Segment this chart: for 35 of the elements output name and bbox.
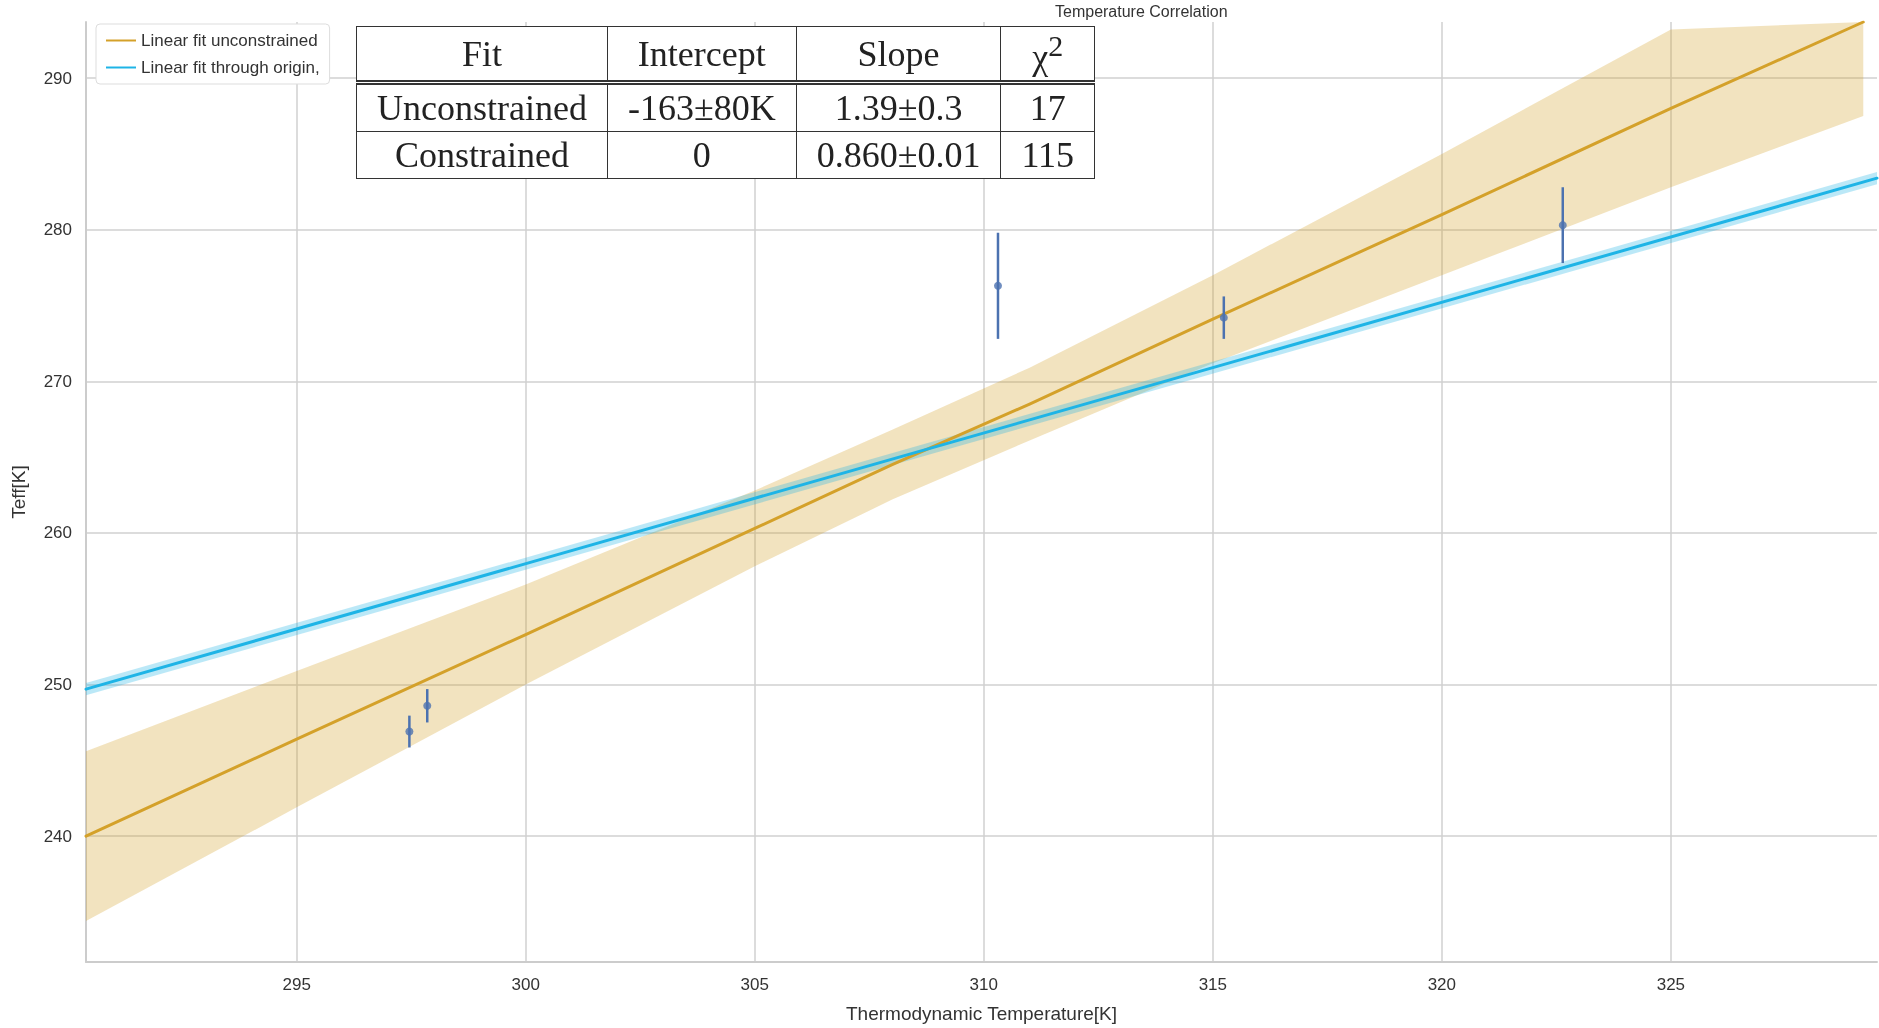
- x-tick-label: 310: [969, 975, 998, 994]
- point: [1558, 221, 1567, 230]
- annotation: 0.860±0.01: [796, 131, 1001, 179]
- x-axis-title: Thermodynamic Temperature[K]: [845, 1003, 1118, 1024]
- point: [994, 281, 1002, 290]
- x-tick-label: 300: [511, 975, 540, 994]
- annotation: 17: [1000, 82, 1095, 132]
- y-tick-label: 280: [43, 220, 72, 240]
- y-tick-label: 250: [43, 675, 72, 695]
- x-tick-label: 305: [740, 975, 769, 994]
- annotation: 0: [607, 131, 797, 179]
- y-tick-label: 240: [43, 826, 72, 846]
- point: [405, 727, 414, 736]
- x-tick-label: 320: [1427, 975, 1457, 994]
- annotation: 115: [1000, 131, 1095, 179]
- legend-label: Linear fit unconstrained: [141, 31, 318, 50]
- annotation: Fit: [356, 26, 608, 83]
- annotation: -163±80K: [607, 82, 797, 132]
- y-axis-title: Teff[K]: [8, 465, 29, 519]
- annotation: Constrained: [356, 131, 608, 179]
- annotation: Unconstrained: [356, 82, 608, 132]
- x-tick-label: 295: [282, 975, 311, 994]
- annotation: 1.39±0.3: [796, 82, 1001, 132]
- annotation: Slope: [796, 26, 1001, 83]
- x-tick-label: 315: [1198, 975, 1228, 994]
- x-tick-label: 325: [1656, 975, 1686, 994]
- annotation: χ$^{2}$: [1000, 26, 1095, 83]
- point: [1219, 313, 1228, 322]
- y-tick-label: 260: [43, 523, 72, 543]
- chart-title: Temperature Correlation: [1055, 2, 1228, 20]
- point: [423, 701, 432, 710]
- annotation: Intercept: [607, 26, 797, 83]
- legend-label: Linear fit through origin,: [141, 58, 320, 77]
- y-tick-label: 270: [43, 371, 72, 391]
- y-tick-label: 290: [43, 68, 72, 88]
